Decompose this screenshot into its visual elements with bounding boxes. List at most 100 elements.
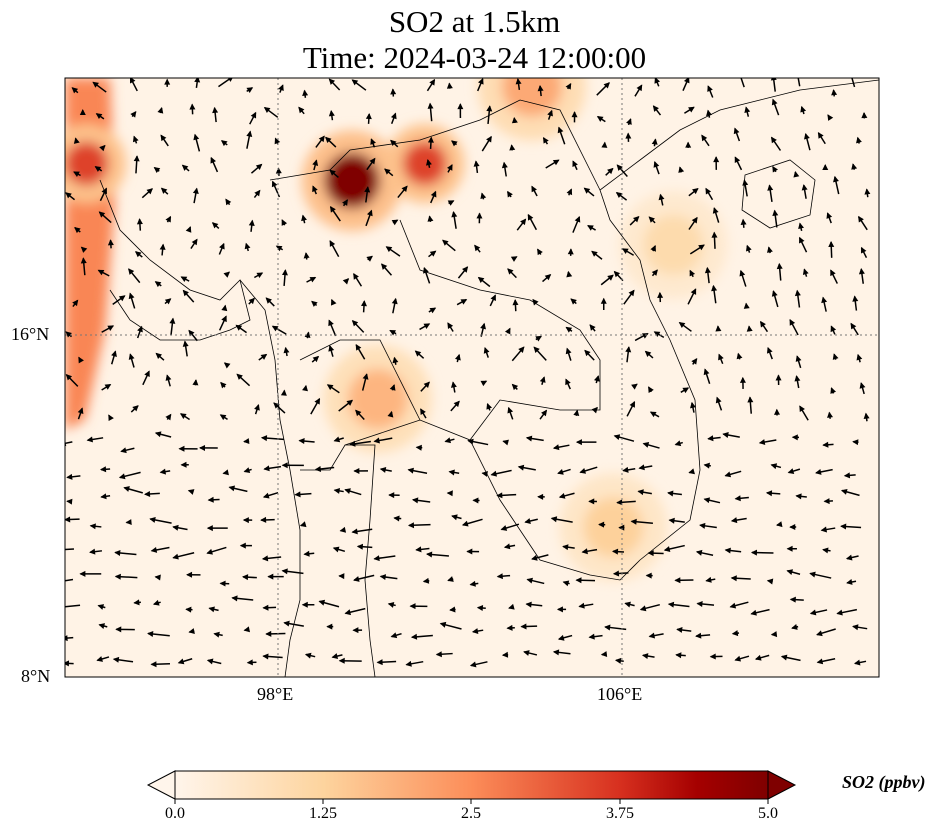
wind-arrow <box>490 469 512 477</box>
wind-arrow <box>426 159 432 168</box>
wind-arrow <box>420 381 430 392</box>
wind-arrow <box>703 497 721 504</box>
wind-arrow <box>853 659 867 666</box>
wind-arrow <box>150 661 170 668</box>
so2-hotspot <box>583 497 644 558</box>
wind-arrow <box>651 138 658 147</box>
wind-arrow <box>79 570 102 577</box>
wind-arrow <box>435 651 453 658</box>
wind-arrow <box>221 304 228 312</box>
wind-arrow <box>66 473 81 480</box>
wind-arrow <box>507 268 517 279</box>
wind-arrow <box>65 331 73 338</box>
wind-arrow <box>365 209 373 227</box>
wind-arrow <box>239 542 252 549</box>
wind-arrow <box>206 546 227 555</box>
wind-arrow <box>342 278 350 285</box>
wind-arrow <box>794 375 801 389</box>
wind-arrow <box>644 350 654 359</box>
wind-arrow <box>260 435 284 442</box>
gridlines <box>65 78 879 677</box>
wind-arrow <box>333 487 344 494</box>
wind-arrow <box>486 105 493 125</box>
wind-arrow <box>283 620 304 627</box>
wind-arrow <box>770 136 782 151</box>
wind-arrow <box>71 87 79 94</box>
wind-arrow <box>815 468 833 475</box>
wind-arrow <box>791 434 800 441</box>
wind-arrow <box>786 545 797 552</box>
wind-arrow <box>180 276 190 282</box>
wind-arrow <box>789 596 804 603</box>
wind-arrow <box>405 660 424 667</box>
wind-arrow <box>428 250 437 258</box>
wind-arrow <box>65 635 74 642</box>
wind-arrow <box>689 269 696 278</box>
wind-arrow <box>776 262 783 281</box>
wind-arrow <box>332 546 346 553</box>
wind-arrow <box>455 353 461 363</box>
wind-arrow <box>160 134 169 147</box>
wind-arrow <box>164 78 171 87</box>
wind-arrow <box>480 380 488 387</box>
wind-arrow <box>326 384 340 394</box>
wind-arrow <box>379 574 398 581</box>
wind-arrow <box>178 445 198 452</box>
wind-arrow <box>731 630 740 637</box>
wind-arrow <box>587 224 596 231</box>
wind-arrow <box>263 106 279 118</box>
wind-arrow <box>469 661 488 668</box>
wind-arrow <box>612 570 629 577</box>
wind-arrow <box>306 276 317 283</box>
wind-arrow <box>496 573 511 580</box>
wind-arrow <box>695 632 711 639</box>
wind-arrow <box>809 609 828 616</box>
wind-arrow <box>674 577 694 584</box>
wind-arrow <box>344 488 362 496</box>
wind-arrow <box>147 631 170 638</box>
wind-arrow <box>787 468 801 475</box>
wind-arrow <box>95 113 105 120</box>
wind-arrow <box>750 549 774 556</box>
wind-arrow <box>658 193 665 206</box>
wind-arrow <box>507 190 513 198</box>
so2-hotspot <box>347 368 408 429</box>
wind-arrow <box>774 408 781 416</box>
wind-arrow <box>489 294 497 307</box>
wind-arrow <box>502 439 509 446</box>
wind-arrow <box>706 109 712 118</box>
wind-arrow <box>500 523 520 531</box>
wind-arrow <box>832 353 839 360</box>
wind-arrow <box>165 374 172 387</box>
wind-arrow <box>338 399 354 412</box>
wind-arrow <box>185 606 193 613</box>
wind-arrow <box>687 288 697 305</box>
colorbar-gradient <box>174 770 769 800</box>
wind-arrow <box>98 623 108 629</box>
wind-arrow <box>86 436 104 443</box>
wind-arrow <box>128 268 141 284</box>
wind-arrow <box>798 236 808 253</box>
wind-arrow <box>526 577 545 585</box>
wind-arrow <box>248 297 255 305</box>
wind-arrow <box>133 599 141 606</box>
wind-arrow <box>816 657 836 665</box>
lon-tick-98e: 98°E <box>257 684 294 704</box>
wind-arrow <box>770 78 777 92</box>
wind-arrow <box>626 400 636 417</box>
wind-arrow <box>328 78 341 91</box>
wind-arrow <box>471 628 484 635</box>
wind-arrow <box>791 624 799 630</box>
wind-arrow <box>667 490 682 497</box>
wind-arrow <box>557 468 571 475</box>
wind-arrow <box>381 263 393 276</box>
wind-arrow <box>688 216 698 230</box>
wind-arrow <box>370 138 376 148</box>
wind-arrow <box>423 266 431 284</box>
wind-arrow <box>243 626 251 633</box>
wind-arrow <box>822 441 834 448</box>
wind-arrow <box>750 608 770 616</box>
wind-arrow <box>219 580 230 587</box>
wind-arrow <box>573 409 580 417</box>
wind-arrow <box>451 211 458 229</box>
